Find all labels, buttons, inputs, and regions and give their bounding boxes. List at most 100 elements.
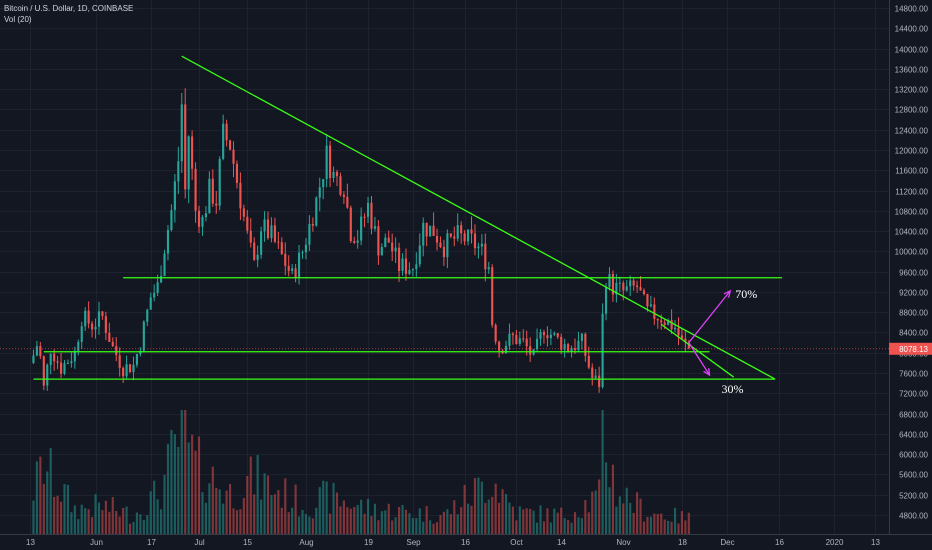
candle-body xyxy=(594,375,597,378)
candle-body xyxy=(322,179,325,188)
candle-body xyxy=(577,340,580,351)
volume-indicator-label[interactable]: Vol (20) xyxy=(4,15,32,24)
price-axis[interactable]: 4800.00 5200.00 5600.00 6000.00 6400.00 6800.… xyxy=(895,5,929,521)
volume-bar xyxy=(508,502,511,534)
candle-body xyxy=(498,341,501,351)
symbol-title[interactable]: Bitcoin / U.S. Dollar, 1D, COINBASE xyxy=(4,4,134,13)
volume-bar xyxy=(542,521,546,534)
candle-body xyxy=(529,346,532,355)
price-tick-label: 11600.00 xyxy=(895,167,928,176)
volume-bar xyxy=(356,504,359,534)
candle-body xyxy=(201,217,204,227)
time-tick-label: 18 xyxy=(678,538,687,547)
candle-body xyxy=(560,336,563,350)
candle-body xyxy=(277,241,280,243)
price-tick-label: 12800.00 xyxy=(895,106,929,115)
volume-bar xyxy=(687,512,690,534)
time-tick-label: Sep xyxy=(406,538,421,547)
candle-body xyxy=(629,280,632,287)
candle-body xyxy=(677,327,680,336)
volume-bar xyxy=(139,514,142,534)
volume-bar xyxy=(484,502,487,534)
volume-bar xyxy=(56,495,59,534)
candle-body xyxy=(122,367,125,377)
volume-bar xyxy=(163,474,166,534)
candle-body xyxy=(553,333,556,335)
candle-body xyxy=(360,216,363,241)
candle-body xyxy=(435,235,439,243)
candle-body xyxy=(177,161,180,182)
volume-bar xyxy=(215,487,218,534)
candle-body xyxy=(480,243,483,247)
candle-body xyxy=(373,226,377,229)
candle-body xyxy=(204,213,207,218)
candle-body xyxy=(580,333,583,341)
candle-body xyxy=(449,233,452,237)
volume-bar xyxy=(101,510,104,534)
candle-body xyxy=(91,323,94,330)
chart-legend: Bitcoin / U.S. Dollar, 1D, COINBASE Vol … xyxy=(4,3,133,25)
volume-bar xyxy=(649,516,652,534)
volume-bar xyxy=(446,509,449,534)
price-tick-label: 5600.00 xyxy=(899,471,928,480)
candle-body xyxy=(567,344,570,352)
candle-body xyxy=(118,355,121,368)
time-tick-label: 17 xyxy=(147,538,156,547)
volume-bar xyxy=(77,519,80,534)
candle-body xyxy=(408,269,411,274)
candle-body xyxy=(625,286,628,291)
volume-bar xyxy=(632,512,635,534)
current-price-badge xyxy=(889,342,932,355)
candle-body xyxy=(504,345,508,354)
candle-body xyxy=(425,222,428,237)
volume-bar xyxy=(391,520,394,534)
candle-body xyxy=(297,252,301,279)
candle-body xyxy=(53,353,56,362)
volume-bar xyxy=(522,509,525,534)
candle-body xyxy=(253,242,256,260)
volume-bar xyxy=(608,487,611,534)
candle-body xyxy=(470,229,473,234)
candle-body xyxy=(494,325,497,342)
projection-arrow-line xyxy=(688,342,711,376)
candle-body xyxy=(411,269,414,271)
candle-body xyxy=(128,364,132,373)
candle-body xyxy=(456,225,459,239)
volume-bar xyxy=(225,490,228,534)
volume-bar xyxy=(625,487,628,534)
volume-bar xyxy=(432,523,435,534)
volume-bar xyxy=(146,515,149,534)
candle-body xyxy=(660,320,663,323)
volume-bar xyxy=(239,509,242,534)
candle-body xyxy=(39,346,42,357)
volume-bar xyxy=(284,478,287,534)
price-tick-label: 6000.00 xyxy=(899,451,928,460)
volume-bar xyxy=(622,503,625,534)
candle-body xyxy=(384,237,387,247)
price-tick-label: 10800.00 xyxy=(895,208,929,217)
time-axis[interactable]: 13 Jun 17 Jul 15 Aug 19 Sep 16 Oct 14 Nov 18 Dec 16 202… xyxy=(26,538,880,547)
candle-body xyxy=(335,171,339,177)
price-tick-label: 8400.00 xyxy=(899,329,928,338)
volume-bar xyxy=(308,516,311,534)
projection-label: 30% xyxy=(722,382,744,396)
volume-bar xyxy=(322,480,325,534)
volume-bar xyxy=(401,504,404,534)
candle-body xyxy=(270,225,273,239)
volume-bar xyxy=(173,434,176,534)
volume-bar xyxy=(467,503,470,534)
candle-body xyxy=(663,322,666,326)
volume-bar xyxy=(315,507,318,534)
candle-body xyxy=(256,254,259,260)
time-tick-label: 13 xyxy=(871,538,880,547)
candle-body xyxy=(642,290,646,295)
price-tick-label: 9200.00 xyxy=(899,289,928,298)
grid xyxy=(0,0,889,534)
volume-bar xyxy=(246,476,249,534)
candle-body xyxy=(32,355,35,363)
volume-bar xyxy=(280,507,283,534)
volume-bar xyxy=(439,515,442,534)
price-tick-label: 14000.00 xyxy=(895,46,929,55)
projection-arrow-head xyxy=(703,368,711,377)
